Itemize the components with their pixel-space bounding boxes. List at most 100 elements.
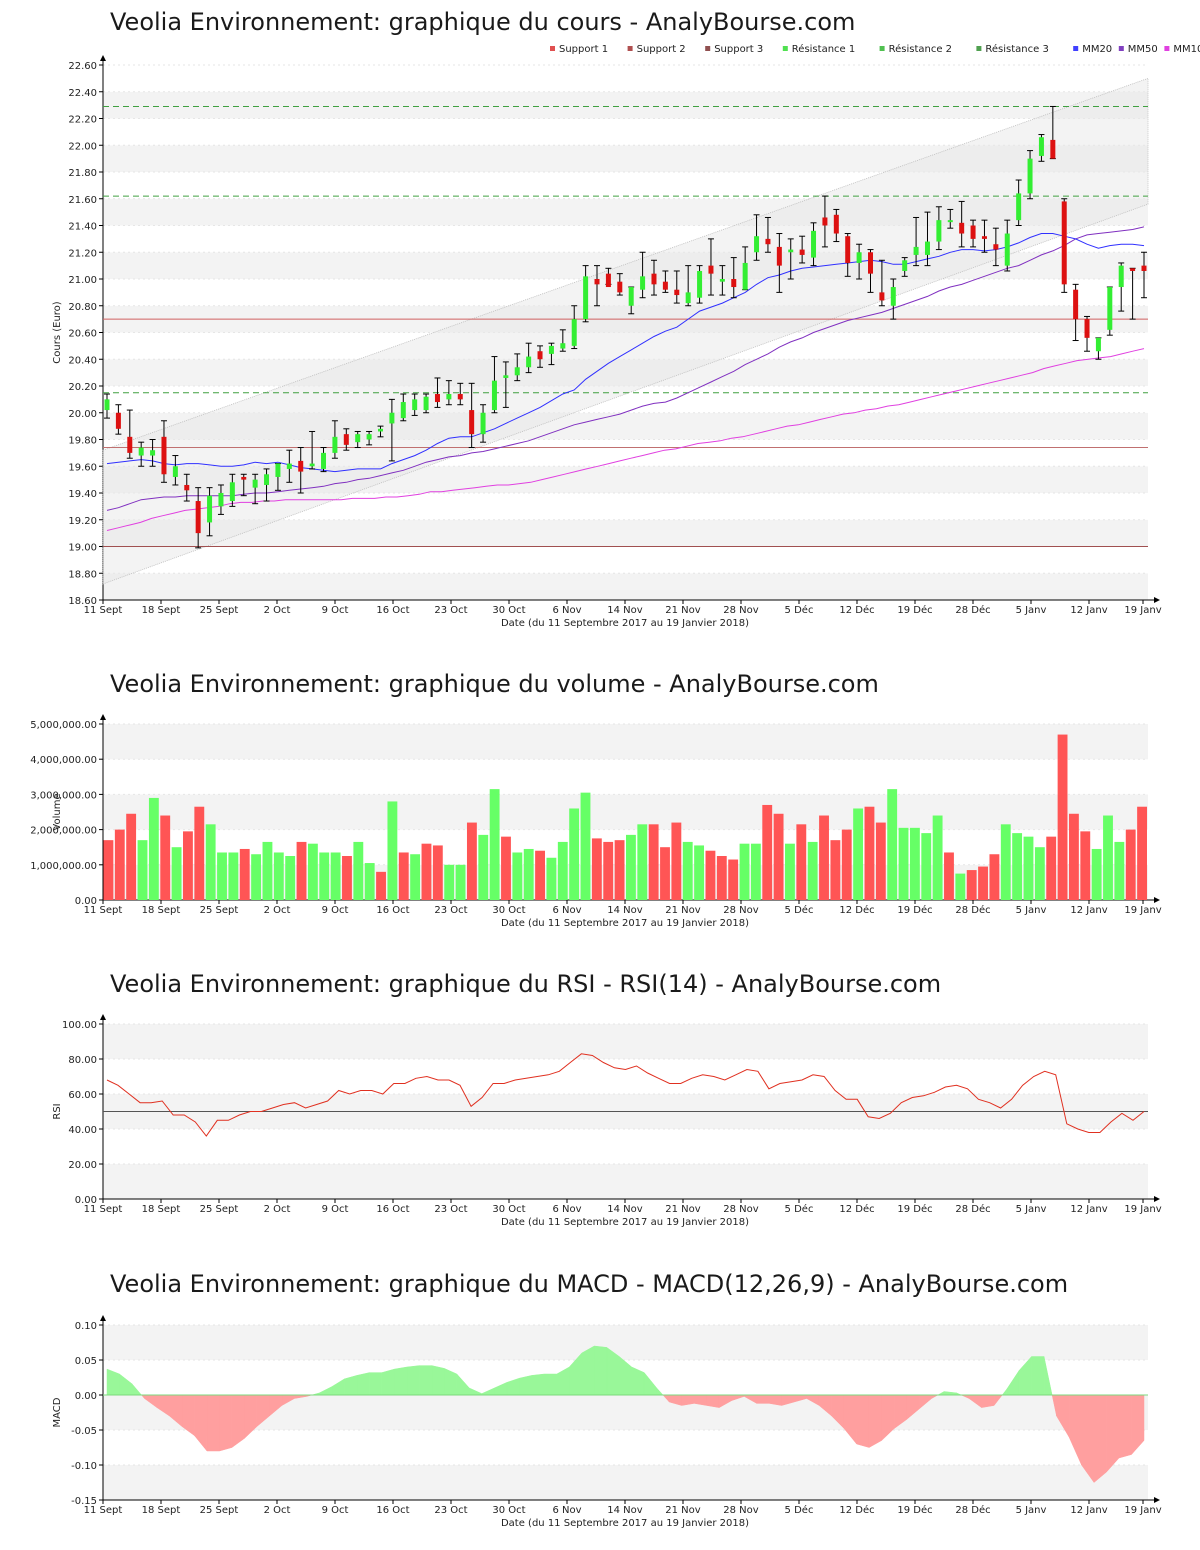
legend-label: MM50 (1128, 44, 1158, 55)
macd-xtick-label: 30 Oct (492, 1505, 525, 1516)
volume-bar (387, 801, 398, 900)
rsi-ytick-label: 20.00 (68, 1160, 97, 1171)
macd-area-segment (1093, 1394, 1107, 1484)
macd-area-segment (1106, 1394, 1120, 1473)
volume-bar (1068, 813, 1079, 900)
rsi-xtick-label: 12 Janv (1070, 1204, 1107, 1215)
volume-xtick-label: 28 Nov (723, 905, 759, 916)
candle-body (115, 412, 121, 429)
macd-area-segment (381, 1368, 395, 1396)
price-xtick-label: 25 Sept (200, 605, 239, 616)
candle-body (161, 436, 167, 475)
price-ytick-label: 18.80 (68, 569, 97, 580)
candle-body (560, 343, 566, 349)
volume-bar (966, 870, 977, 900)
price-xtick-label: 5 Déc (785, 604, 814, 616)
candle-body (571, 319, 577, 346)
volume-bar (853, 808, 864, 900)
candle-body (651, 273, 657, 285)
macd-xtick-label: 19 Janv (1124, 1505, 1161, 1516)
rsi-xtick-label: 18 Sept (142, 1204, 181, 1215)
volume-bar (773, 813, 784, 900)
mm50-line (106, 226, 1145, 511)
macd-area-segment (856, 1394, 870, 1448)
legend-swatch (627, 46, 633, 51)
rsi-ytick-label: 0.00 (75, 1195, 97, 1206)
volume-bar (421, 843, 432, 900)
candle-body (491, 380, 497, 411)
macd-xtick-label: 19 Déc (897, 1504, 932, 1516)
macd-ytick-label: -0.15 (71, 1496, 97, 1507)
volume-bar (1091, 848, 1102, 900)
candle-body (275, 463, 281, 477)
candle-body (594, 279, 600, 285)
volume-bar (1023, 836, 1034, 900)
volume-bar (887, 789, 898, 900)
volume-xtick-label: 21 Nov (665, 905, 701, 916)
price-xtick-label: 21 Nov (665, 605, 701, 616)
candle-body (366, 434, 372, 440)
macd-area-segment (1031, 1356, 1045, 1396)
volume-bar (455, 864, 466, 900)
candle-body (389, 412, 395, 424)
candle-body (685, 292, 691, 304)
price-xtick-label: 6 Nov (552, 605, 581, 616)
candle-body (412, 399, 418, 411)
volume-bar (364, 863, 375, 900)
volume-band (103, 724, 1148, 760)
candle-body (617, 281, 623, 293)
volume-bar (660, 847, 670, 900)
price-xaxis-arrow (1154, 597, 1160, 603)
price-ytick-label: 19.80 (68, 436, 97, 447)
candle-body (845, 236, 851, 263)
candle-body (1027, 158, 1033, 194)
candle-body (377, 428, 383, 432)
rsi-ytick-label: 40.00 (68, 1125, 97, 1136)
macd-area-segment (981, 1394, 995, 1408)
volume-ytick-label: 0.00 (75, 896, 97, 907)
candle-body (1130, 268, 1136, 271)
legend-label: MM20 (1082, 44, 1112, 55)
rsi-xtick-label: 28 Déc (955, 1203, 990, 1215)
volume-bar (251, 854, 262, 900)
candle-body (457, 394, 463, 400)
price-xtick-label: 12 Déc (839, 604, 874, 616)
volume-xtick-label: 5 Janv (1016, 905, 1047, 916)
volume-ytick-label: 5,000,000.00 (30, 720, 97, 731)
legend-swatch (782, 46, 788, 51)
macd-area-segment (868, 1394, 882, 1448)
volume-bar (921, 833, 932, 900)
volume-xtick-label: 5 Déc (785, 904, 814, 916)
macd-area-segment (681, 1394, 695, 1406)
candle-body (252, 479, 258, 488)
macd-xtick-label: 12 Déc (839, 1504, 874, 1516)
candle-body (811, 230, 817, 258)
rsi-xtick-label: 19 Déc (897, 1203, 932, 1215)
macd-ytick-label: -0.10 (71, 1461, 97, 1472)
price-ytick-label: 21.20 (68, 248, 97, 259)
legend-label: Support 2 (637, 44, 686, 55)
candle-body (446, 394, 452, 400)
candle-body (754, 236, 760, 253)
volume-bar (1137, 806, 1147, 900)
price-band (103, 546, 1148, 574)
volume-bar (103, 840, 114, 900)
volume-bar (342, 856, 352, 900)
price-xlabel: Date (du 11 Septembre 2017 au 19 Janvier… (501, 618, 749, 629)
price-xtick-label: 16 Oct (376, 605, 409, 616)
volume-bar (796, 824, 807, 900)
macd-area-segment (206, 1394, 220, 1452)
candle-body (708, 265, 714, 274)
legend-swatch (550, 46, 555, 51)
rsi-xtick-label: 21 Nov (665, 1204, 701, 1215)
volume-xtick-label: 14 Nov (607, 905, 643, 916)
candle-body (890, 287, 896, 306)
rsi-line (106, 1053, 1145, 1137)
volume-chart: 0.00 1,000,000.00 2,000,000.00 3,000,000.00… (30, 714, 1162, 929)
rsi-xtick-label: 19 Janv (1124, 1204, 1161, 1215)
rsi-xtick-label: 25 Sept (200, 1204, 239, 1215)
volume-bar (410, 854, 421, 900)
volume-bar (1103, 815, 1113, 900)
candle-body (138, 447, 144, 456)
price-xtick-label: 30 Oct (492, 605, 525, 616)
